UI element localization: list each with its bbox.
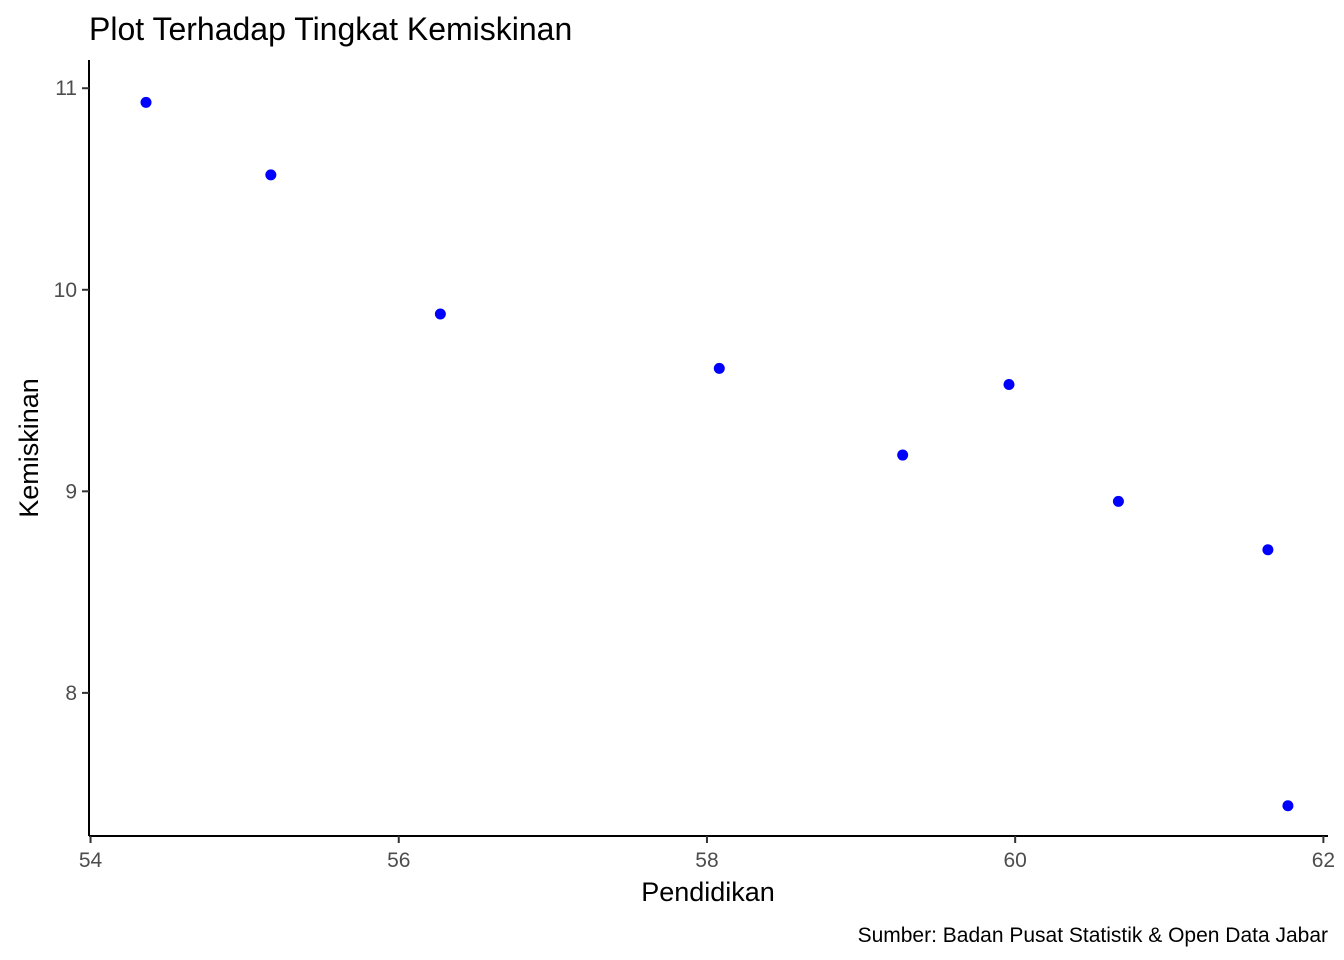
x-tick-label: 60 <box>1003 849 1026 872</box>
data-points <box>140 96 1294 812</box>
data-point <box>1282 800 1294 812</box>
data-point <box>713 362 725 374</box>
x-tick-label: 56 <box>387 849 410 872</box>
x-axis-ticks: 54 56 58 60 62 <box>79 836 1335 872</box>
y-axis-title: Kemiskinan <box>14 378 44 518</box>
data-point <box>265 169 277 181</box>
y-axis-ticks: 8 9 10 11 <box>54 77 89 705</box>
y-tick-label: 10 <box>54 279 77 302</box>
x-tick-label: 62 <box>1312 849 1335 872</box>
data-point <box>140 96 152 108</box>
x-tick-label: 58 <box>695 849 718 872</box>
y-tick-label: 8 <box>65 682 77 705</box>
chart-caption: Sumber: Badan Pusat Statistik & Open Dat… <box>858 924 1328 947</box>
data-point <box>434 308 446 320</box>
data-point <box>1112 495 1124 507</box>
chart-title: Plot Terhadap Tingkat Kemiskinan <box>89 11 572 47</box>
x-axis-title: Pendidikan <box>641 877 775 907</box>
y-tick-label: 9 <box>65 480 77 503</box>
x-tick-label: 54 <box>79 849 103 872</box>
data-point <box>897 449 909 461</box>
y-tick-label: 11 <box>55 77 77 100</box>
plot-area: 54 56 58 60 62 8 9 10 11 <box>54 60 1335 872</box>
data-point <box>1003 379 1015 391</box>
data-point <box>1262 544 1274 556</box>
